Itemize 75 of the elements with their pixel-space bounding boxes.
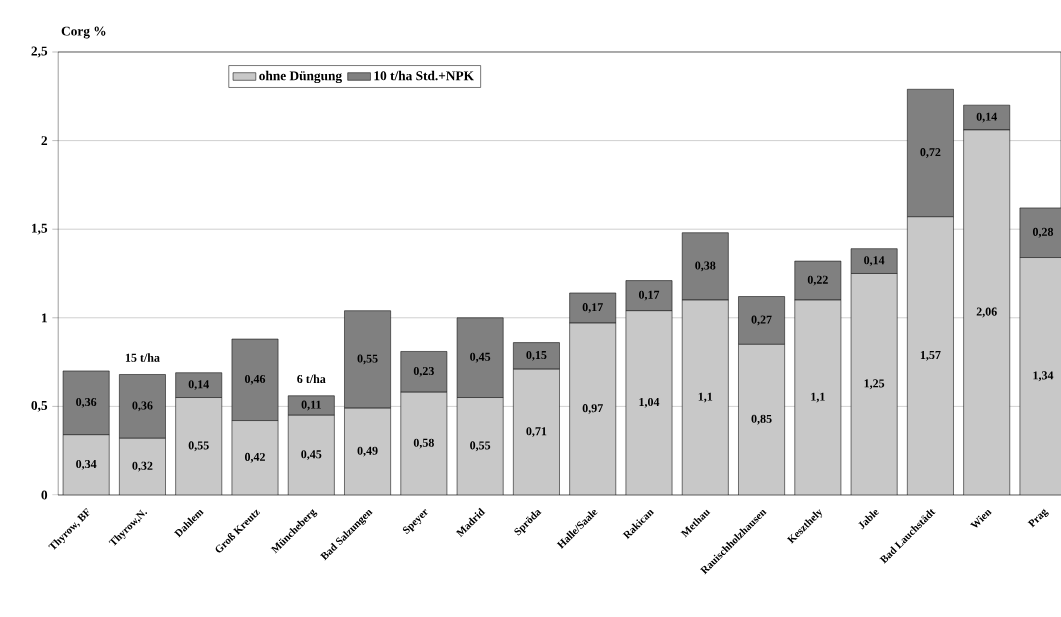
data-label: 0,36 [132,401,153,412]
bar [738,296,785,345]
data-label: 0,17 [582,303,603,313]
data-label: 0,55 [357,354,378,365]
data-label: 0,72 [920,148,941,158]
bar [682,300,729,495]
bar [62,370,110,436]
y-tick-label: 2,5 [31,46,48,58]
bar [794,300,841,495]
data-label: 0,17 [638,290,660,301]
y-tick-label: 0,5 [31,400,48,412]
data-label: 1,34 [1033,371,1054,382]
data-label: 0,36 [76,397,97,408]
bar [625,310,673,495]
data-label: 0,38 [695,261,716,272]
bar [344,310,391,409]
data-label: 2,06 [976,307,997,318]
data-label: 0,71 [526,427,547,437]
y-tick-label: 0 [41,490,48,500]
bar [513,342,560,370]
bar [738,344,785,495]
data-label: 0,22 [807,275,828,286]
y-tick-label: 1 [42,313,47,323]
bar [231,420,279,495]
bar [681,232,729,301]
data-label: 0,85 [751,414,772,425]
data-label: 0,11 [301,400,321,411]
legend-label: 10 t/ha Std.+NPK [374,70,474,81]
bar [457,397,504,495]
bar [400,392,447,495]
bar [569,323,616,495]
data-label: 0,27 [751,315,772,326]
bar [288,415,335,495]
bar [344,408,391,495]
bar [963,129,1010,495]
data-label: 0,15 [526,350,547,361]
bar [63,434,110,495]
data-label: 1,04 [639,397,660,408]
data-label: 0,55 [470,441,491,452]
bar [231,338,279,421]
bar [907,216,954,495]
data-label: 0,14 [864,256,885,267]
data-label: 0,42 [244,452,265,463]
data-label: 0,23 [413,366,434,377]
annotation: 6 t/ha [297,374,326,384]
bar [119,438,166,495]
data-label: 0,49 [357,446,378,457]
data-label: 0,55 [188,441,209,452]
data-label: 0,46 [244,374,266,385]
data-label: 0,97 [582,404,603,414]
bar [400,351,448,393]
bar [907,88,954,218]
bar [456,317,504,398]
y-tick-label: 2 [41,136,48,146]
data-label: 0,14 [976,112,997,123]
y-tick-label: 1,5 [32,223,48,235]
bar [851,273,898,495]
data-label: 1,1 [698,392,713,403]
annotation: 15 t/ha [125,353,160,362]
data-label: 0,28 [1032,227,1054,238]
x-tick-label: Wien [970,509,992,528]
data-label: 0,14 [188,380,209,391]
data-label: 0,58 [413,438,434,449]
y-axis-title: Corg % [61,26,106,39]
data-label: 1,25 [864,379,885,390]
data-label: 0,32 [132,461,153,472]
data-label: 1,57 [920,350,941,361]
bar [513,369,560,495]
bar [119,374,166,439]
legend-label: ohne Düngung [259,70,342,84]
data-label: 0,45 [470,352,491,363]
data-label: 0,45 [301,450,322,461]
bar [175,397,222,495]
data-label: 1,1 [811,392,825,403]
data-label: 0,34 [76,459,97,470]
